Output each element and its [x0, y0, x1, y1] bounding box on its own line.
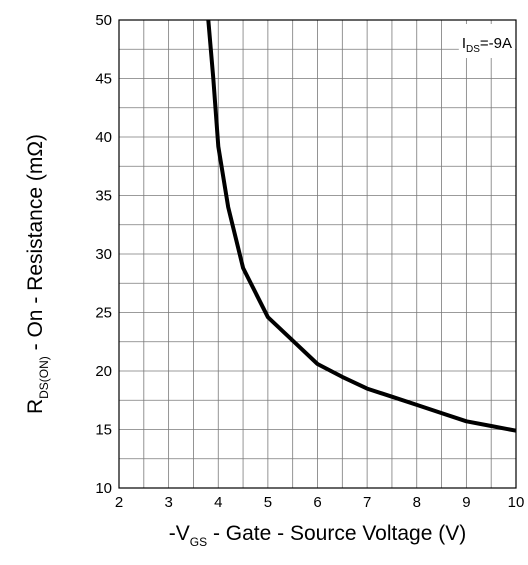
annotation-sub: DS — [466, 44, 480, 55]
y-axis-title-sub: DS(ON) — [37, 356, 51, 399]
x-tick-label: 2 — [115, 494, 123, 511]
annotation-label: IDS=-9A — [462, 35, 512, 55]
y-tick-label: 50 — [95, 12, 112, 29]
annotation-box: IDS=-9A — [458, 24, 515, 58]
annotation-prefix: I — [462, 35, 466, 52]
x-tick-label: 10 — [508, 494, 525, 511]
annotation-suffix: =-9A — [480, 35, 512, 52]
x-tick-label: 6 — [313, 494, 321, 511]
plot-frame — [118, 19, 517, 489]
series-line — [206, 19, 517, 433]
y-tick-label: 20 — [95, 363, 112, 380]
y-tick-label: 15 — [95, 422, 112, 439]
y-axis-title-suffix: - On - Resistance (mΩ) — [24, 134, 47, 356]
x-axis-title-sub: GS — [190, 535, 207, 549]
x-axis-title-prefix: -V — [169, 522, 190, 545]
x-tick-label: 8 — [413, 494, 421, 511]
annotation-background — [458, 24, 515, 58]
x-tick-labels: 2 3 4 5 6 7 8 9 10 — [115, 494, 525, 511]
y-tick-label: 25 — [95, 305, 112, 322]
y-axis-title: RDS(ON) - On - Resistance (mΩ) — [24, 134, 51, 414]
y-tick-label: 35 — [95, 188, 112, 205]
x-axis-title-suffix: - Gate - Source Voltage (V) — [207, 522, 466, 545]
x-tick-label: 4 — [214, 494, 222, 511]
x-tick-label: 5 — [264, 494, 272, 511]
y-tick-labels: 10 15 20 25 30 35 40 45 50 — [95, 12, 112, 497]
grid — [119, 20, 516, 488]
x-axis-title: -VGS - Gate - Source Voltage (V) — [169, 522, 466, 549]
series-group — [206, 19, 517, 433]
y-tick-label: 30 — [95, 246, 112, 263]
x-tick-label: 7 — [363, 494, 371, 511]
y-axis-title-prefix: R — [24, 399, 47, 414]
y-tick-label: 45 — [95, 71, 112, 88]
y-tick-label: 10 — [95, 480, 112, 497]
x-tick-label: 9 — [462, 494, 470, 511]
x-tick-label: 3 — [164, 494, 172, 511]
y-tick-label: 40 — [95, 129, 112, 146]
